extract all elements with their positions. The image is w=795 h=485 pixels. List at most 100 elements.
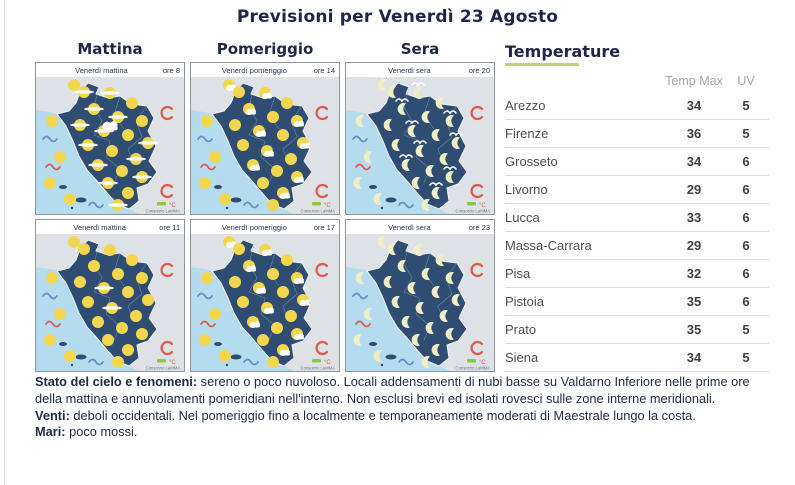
sun-icon — [257, 334, 269, 346]
bulletin-paragraph: Stato del cielo e fenomeni: sereno o poc… — [35, 374, 772, 408]
forecast-map-ore-11: Venerdì mattina ore 11 °C Consorzio LaMMA — [35, 219, 185, 372]
wind-streak-icon — [411, 82, 425, 87]
city-name: Massa-Carrara — [505, 238, 592, 253]
sun-icon — [54, 308, 66, 320]
sun-icon — [271, 165, 283, 177]
wave-icon — [243, 201, 259, 209]
wave-icon — [42, 135, 58, 143]
sun-icon — [122, 286, 134, 298]
fog-streak-icon — [132, 175, 152, 179]
bulletin-label: Mari: — [35, 424, 66, 440]
lamma-credit: Consorzio LaMMA — [456, 366, 491, 371]
temp-max-value: 34 — [686, 154, 702, 169]
tuscany-region — [366, 82, 468, 210]
fog-streak-icon — [94, 286, 114, 290]
lamma-credit: Consorzio LaMMA — [301, 209, 336, 214]
map-hour: ore 23 — [468, 222, 490, 232]
column-header-temp-max: Temp Max — [665, 74, 723, 88]
temperature-curl-icon — [160, 105, 174, 121]
temp-max-value: 33 — [686, 210, 702, 225]
cloud-icon — [280, 349, 290, 356]
sun-icon — [106, 145, 118, 157]
sun-icon — [199, 334, 211, 346]
sun-icon — [64, 193, 76, 205]
sun-icon — [46, 272, 58, 284]
wave-icon — [398, 358, 414, 366]
moon-icon — [387, 86, 396, 98]
map-caption: Venerdì mattina — [73, 222, 126, 232]
sun-icon — [92, 316, 104, 328]
cloud-icon — [256, 287, 266, 294]
bulletin-text: poco mossi. — [65, 424, 138, 440]
lamma-credit: Consorzio LaMMA — [456, 209, 491, 214]
city-name: Prato — [505, 322, 537, 337]
forecast-bulletin: Stato del cielo e fenomeni: sereno o poc… — [35, 374, 772, 441]
moon-icon — [431, 129, 440, 141]
moon-icon — [387, 243, 396, 255]
city-name: Firenze — [505, 126, 549, 141]
moon-icon — [373, 350, 382, 362]
moon-icon — [431, 286, 440, 298]
sun-icon — [201, 272, 213, 284]
sun-icon — [88, 260, 100, 272]
moon-icon — [445, 115, 454, 127]
uv-value: 6 — [742, 154, 750, 169]
tuscany-region — [366, 239, 468, 367]
uv-value: 6 — [742, 266, 750, 281]
fog-streak-icon — [98, 181, 118, 185]
moon-icon — [421, 268, 430, 280]
islands — [369, 185, 397, 210]
city-name: Arezzo — [505, 98, 546, 113]
moon-icon — [421, 356, 430, 368]
temperature-curl-icon — [470, 183, 484, 199]
sun-icon — [281, 254, 293, 266]
moon-icon — [391, 296, 400, 308]
temperature-curl-icon — [470, 262, 484, 278]
moon-icon — [425, 322, 434, 334]
sun-icon — [271, 322, 283, 334]
temp-max-value: 29 — [686, 238, 702, 253]
city-name: Grosseto — [505, 154, 558, 169]
city-column-spacer — [505, 74, 665, 88]
moon-icon — [439, 310, 448, 322]
map-header: Venerdì pomeriggio ore 17 — [191, 220, 339, 234]
temperature-legend: °C — [312, 202, 331, 209]
bulletin-label: Venti: — [35, 407, 70, 423]
temperature-legend: °C — [157, 202, 176, 209]
column-header-mattina: Mattina — [77, 40, 143, 58]
wave-icon — [197, 292, 213, 300]
map-caption: Venerdì sera — [388, 222, 431, 232]
temperature-table-body: Arezzo 34 5 Firenze 36 5 Grosseto 34 6 Livorno 29 6… — [505, 92, 769, 372]
wave-icon — [355, 163, 371, 171]
sun-icon — [126, 254, 138, 266]
sun-icon — [237, 296, 249, 308]
cloud-icon — [264, 150, 274, 157]
temperature-legend: °C — [467, 359, 486, 366]
temp-max-value: 35 — [686, 322, 702, 337]
temperature-curl-icon — [160, 183, 174, 199]
moon-icon — [397, 103, 406, 115]
tuscany-region — [211, 239, 313, 367]
temperature-row: Massa-Carrara 29 6 — [505, 232, 769, 260]
cloud-icon — [294, 277, 304, 284]
sun-icon — [201, 115, 213, 127]
map-caption: Venerdì sera — [388, 65, 431, 75]
map-header: Venerdì sera ore 23 — [346, 220, 494, 234]
moon-icon — [415, 145, 424, 157]
temp-max-value: 32 — [686, 266, 702, 281]
column-header-uv: UV — [737, 74, 755, 88]
wave-icon — [45, 320, 61, 328]
wave-icon — [243, 358, 259, 366]
cloud-icon — [294, 120, 304, 127]
map-hour: ore 14 — [313, 65, 335, 75]
cloud-icon — [262, 249, 272, 256]
temperature-row: Lucca 33 6 — [505, 204, 769, 232]
tuscany-region — [56, 239, 158, 367]
forecast-map-ore-8: Venerdì mattina ore 8 °C Consorzio LaMMA — [35, 62, 185, 215]
sun-icon — [281, 97, 293, 109]
sun-icon — [68, 79, 80, 91]
temperature-curl-icon — [315, 183, 329, 199]
